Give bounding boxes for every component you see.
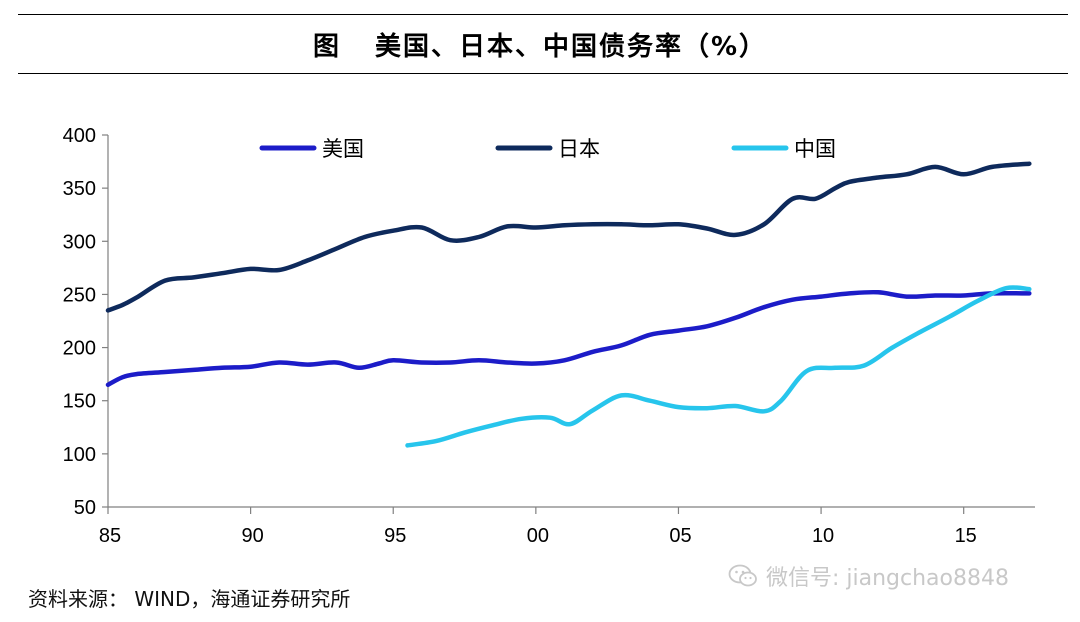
source-note: 资料来源： WIND，海通证券研究所 <box>28 587 351 611</box>
x-tick-label: 05 <box>669 525 691 547</box>
y-tick-label: 250 <box>63 284 96 306</box>
series-line-china <box>405 285 1032 448</box>
figure-label: 图 <box>312 32 341 62</box>
watermark: 微信号: jiangchao8848 <box>728 560 1009 592</box>
watermark-text: 微信号: jiangchao8848 <box>766 566 1009 591</box>
wechat-icon <box>728 564 757 587</box>
x-tick-label: 10 <box>812 525 834 547</box>
x-tick-label: 85 <box>99 525 121 547</box>
y-tick-label: 150 <box>63 391 96 413</box>
y-tick-label: 200 <box>63 338 96 360</box>
x-tick-label: 15 <box>955 525 977 547</box>
y-tick-label: 50 <box>74 497 96 519</box>
legend-label-us: 美国 <box>322 137 364 161</box>
y-tick-label: 100 <box>63 444 96 466</box>
title-rule-top <box>18 14 1068 15</box>
legend-label-china: 中国 <box>794 137 836 161</box>
title-text: 美国、日本、中国债务率（%） <box>374 32 768 62</box>
y-tick-label: 300 <box>63 231 96 253</box>
y-tick-label: 350 <box>63 178 96 200</box>
series-line-japan <box>105 161 1032 313</box>
x-tick-label: 95 <box>384 525 406 547</box>
title-rule-bottom <box>18 73 1068 74</box>
legend-label-japan: 日本 <box>558 137 600 161</box>
series-line-us <box>105 289 1032 388</box>
x-tick-label: 00 <box>527 525 549 547</box>
x-tick-label: 90 <box>241 525 263 547</box>
chart-title: 图 美国、日本、中国债务率（%） <box>0 26 1080 63</box>
y-tick-label: 400 <box>63 125 96 147</box>
